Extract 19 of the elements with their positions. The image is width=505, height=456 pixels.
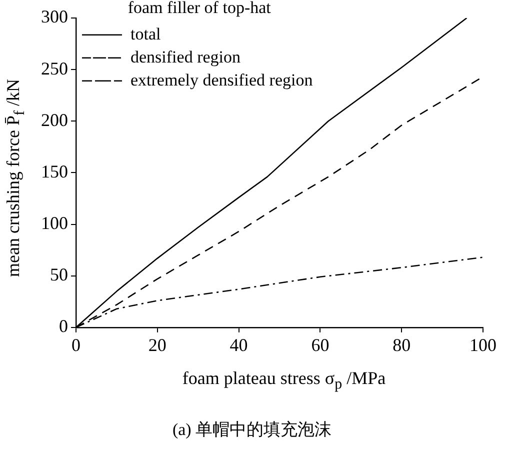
text: (a) 单帽中的填充泡沫 xyxy=(172,419,332,441)
x-tick-label: 100 xyxy=(470,334,496,355)
y-tick-label: 300 xyxy=(41,6,68,27)
y-tick-label: 50 xyxy=(50,264,68,285)
legend-label: extremely densified region xyxy=(130,70,314,90)
legend-label: total xyxy=(130,24,161,44)
x-tick-label: 40 xyxy=(230,334,248,355)
legend-title: foam filler of top-hat xyxy=(128,0,272,17)
x-axis-title: foam plateau stress σ$_{p}$ /MPa xyxy=(182,368,386,394)
y-tick-label: 250 xyxy=(41,58,68,78)
x-tick-label: 20 xyxy=(148,334,166,355)
y-tick-label: 200 xyxy=(41,110,68,130)
x-tick-label: 80 xyxy=(392,334,411,355)
y-tick-label: 0 xyxy=(59,316,68,336)
y-tick-label: 150 xyxy=(41,161,68,182)
x-tick-label: 60 xyxy=(311,334,330,355)
y-tick-label: 100 xyxy=(41,213,68,233)
x-tick-label: 0 xyxy=(72,334,80,355)
legend-label: densified region xyxy=(130,47,241,66)
